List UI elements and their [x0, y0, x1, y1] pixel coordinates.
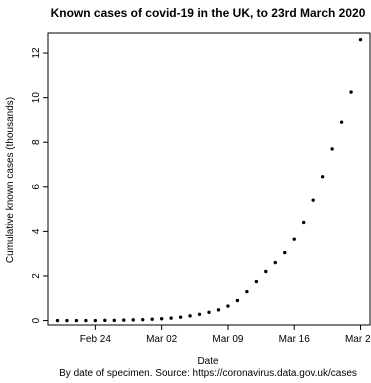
y-tick-label: 4 — [31, 228, 42, 234]
data-point — [207, 310, 211, 314]
data-point — [245, 289, 249, 294]
plot-frame — [47, 32, 371, 326]
data-point — [150, 317, 154, 321]
data-point — [84, 318, 88, 323]
data-point — [283, 250, 287, 255]
data-point — [55, 318, 60, 323]
data-point — [302, 220, 306, 225]
data-point — [292, 237, 296, 241]
data-point — [349, 90, 353, 94]
data-point — [235, 298, 240, 303]
data-points — [55, 37, 363, 323]
y-tick-label: 0 — [31, 317, 42, 323]
data-point — [358, 37, 363, 42]
x-tick-label: Mar 02 — [146, 334, 178, 345]
data-point — [264, 269, 268, 274]
y-tick-label: 10 — [31, 92, 42, 104]
chart-title: Known cases of covid-19 in the UK, to 23… — [51, 6, 366, 20]
data-point — [103, 318, 107, 323]
y-tick-label: 12 — [31, 47, 42, 59]
x-axis: Feb 24 Mar 02 Mar 09 Mar 16 Mar 23 — [80, 325, 371, 345]
y-tick-label: 2 — [31, 273, 42, 279]
x-tick-label: Feb 24 — [80, 334, 112, 345]
y-axis: 0 2 4 6 8 10 12 — [31, 47, 48, 323]
data-point — [273, 260, 277, 265]
data-point — [226, 304, 230, 308]
x-tick-label: Mar 16 — [279, 334, 311, 345]
data-point — [330, 147, 334, 151]
data-point — [188, 314, 192, 318]
data-point — [178, 315, 183, 319]
y-axis-label: Cumulative known cases (thousands) — [5, 97, 16, 263]
data-point — [339, 120, 344, 124]
data-point — [311, 198, 315, 202]
data-point — [131, 318, 135, 322]
data-point — [141, 317, 145, 322]
chart-caption: By date of specimen. Source: https://cor… — [59, 368, 357, 378]
x-tick-label: Mar 23 — [345, 334, 371, 345]
y-tick-label: 8 — [31, 139, 42, 145]
x-tick-label: Mar 09 — [212, 334, 244, 345]
data-point — [320, 175, 325, 179]
x-axis-label: Date — [197, 356, 219, 367]
data-point — [65, 318, 69, 323]
data-point — [159, 317, 164, 321]
data-point — [112, 318, 116, 323]
y-tick-label: 6 — [31, 184, 42, 190]
data-point — [74, 318, 79, 323]
data-point — [93, 318, 98, 323]
data-point — [216, 308, 221, 312]
data-point — [169, 316, 173, 320]
data-point — [122, 318, 126, 322]
data-point — [254, 279, 259, 284]
data-point — [197, 312, 202, 317]
